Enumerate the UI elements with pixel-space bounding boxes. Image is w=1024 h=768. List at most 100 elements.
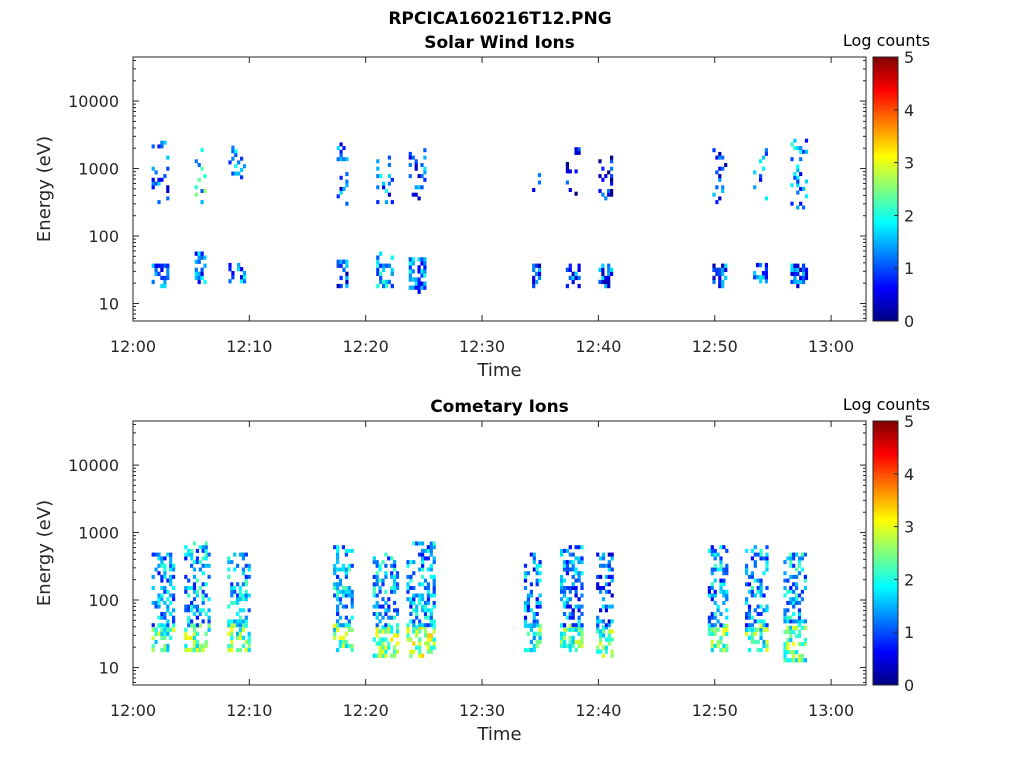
heatmap-cell <box>244 589 248 594</box>
heatmap-cell <box>201 582 205 587</box>
heatmap-cell <box>207 623 211 628</box>
heatmap-cell <box>247 643 251 649</box>
heatmap-cell <box>610 189 614 193</box>
heatmap-cell <box>236 612 240 616</box>
colorbar-segment <box>873 629 898 633</box>
heatmap-cell <box>799 172 803 177</box>
heatmap-cell <box>596 615 600 620</box>
heatmap-cell <box>786 589 790 594</box>
heatmap-cell <box>765 552 769 557</box>
heatmap-cell <box>783 619 787 624</box>
colorbar-segment <box>873 645 898 649</box>
heatmap-cell <box>529 582 533 587</box>
heatmap-cell <box>151 627 155 632</box>
heatmap-cell <box>420 185 424 190</box>
heatmap-cell <box>201 589 205 594</box>
heatmap-cell <box>384 574 388 579</box>
heatmap-cell <box>523 563 528 568</box>
heatmap-cell <box>537 271 542 276</box>
heatmap-cell <box>580 560 584 565</box>
heatmap-cell <box>339 259 343 264</box>
heatmap-cell <box>707 586 711 590</box>
heatmap-cell <box>238 586 243 590</box>
heatmap-cell <box>800 625 804 630</box>
heatmap-cell <box>571 563 575 568</box>
heatmap-cell <box>375 571 379 576</box>
heatmap-cell <box>725 567 729 572</box>
colorbar-segment <box>873 99 898 103</box>
heatmap-cell <box>580 582 584 587</box>
heatmap-cell <box>376 200 380 205</box>
heatmap-cell <box>151 647 155 653</box>
heatmap-cell <box>560 586 564 590</box>
heatmap-cell <box>577 571 581 576</box>
heatmap-cell <box>207 615 211 620</box>
heatmap-cell <box>157 623 161 628</box>
heatmap-cell <box>187 647 191 653</box>
heatmap-cell <box>342 157 346 162</box>
heatmap-cell <box>418 637 422 642</box>
heatmap-cell <box>187 604 191 609</box>
heatmap-cell <box>562 639 567 645</box>
colorbar-segment <box>873 125 898 129</box>
heatmap-cell <box>387 615 391 620</box>
heatmap-cell <box>234 153 238 157</box>
heatmap-cell <box>795 619 799 624</box>
heatmap-cell <box>345 279 349 285</box>
heatmap-cell <box>601 619 606 624</box>
heatmap-cell <box>423 625 428 630</box>
colorbar-segment <box>873 276 898 280</box>
heatmap-cell <box>151 185 155 190</box>
colorbar-segment <box>873 537 898 541</box>
heatmap-cell <box>710 567 714 572</box>
heatmap-cell <box>412 571 416 576</box>
heatmap-cell <box>227 604 231 609</box>
heatmap-cell <box>390 653 394 658</box>
heatmap-cell <box>412 641 416 646</box>
heatmap-cell <box>568 589 572 594</box>
heatmap-cell <box>604 279 608 285</box>
heatmap-cell <box>336 586 340 590</box>
heatmap-cell <box>747 615 752 620</box>
colorbar-segment <box>873 307 898 311</box>
heatmap-cell <box>227 619 231 624</box>
heatmap-cell <box>240 275 244 280</box>
heatmap-cell <box>747 608 752 613</box>
heatmap-cell <box>184 586 188 590</box>
panel-title: Cometary Ions <box>430 397 569 417</box>
heatmap-cell <box>393 567 397 572</box>
heatmap-cell <box>607 279 611 285</box>
heatmap-cell <box>724 263 728 268</box>
heatmap-cell <box>247 574 251 579</box>
heatmap-cell <box>786 625 790 630</box>
heatmap-cell <box>571 635 575 640</box>
heatmap-cell <box>379 275 383 281</box>
heatmap-cell <box>384 571 388 576</box>
colorbar-segment <box>873 457 898 461</box>
heatmap-cell <box>233 619 237 624</box>
heatmap-cell <box>712 267 716 272</box>
heatmap-cell <box>163 627 167 632</box>
heatmap-cell <box>574 271 578 276</box>
heatmap-cell <box>607 263 611 268</box>
heatmap-cell <box>607 271 611 276</box>
heatmap-cell <box>203 255 207 260</box>
heatmap-cell <box>601 192 605 197</box>
heatmap-cell <box>598 189 602 193</box>
heatmap-cell <box>535 639 539 645</box>
heatmap-cell <box>415 608 419 613</box>
heatmap-cell <box>244 552 248 557</box>
heatmap-cell <box>344 548 348 553</box>
heatmap-cell <box>432 623 436 628</box>
heatmap-cell <box>604 623 608 628</box>
heatmap-cell <box>783 612 787 616</box>
heatmap-cell <box>532 635 536 640</box>
heatmap-cell <box>244 619 248 624</box>
heatmap-cell <box>538 578 542 583</box>
heatmap-cell <box>523 578 528 583</box>
heatmap-cell <box>790 157 794 162</box>
heatmap-cell <box>713 643 717 649</box>
heatmap-cell <box>190 619 194 624</box>
heatmap-cell <box>765 608 769 613</box>
